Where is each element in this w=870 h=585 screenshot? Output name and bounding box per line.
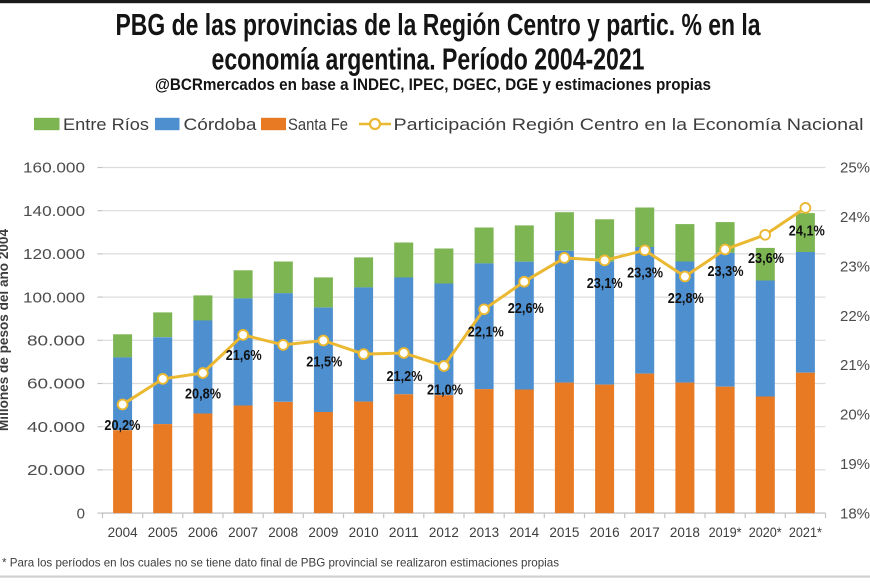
svg-text:Santa Fe: Santa Fe [288, 115, 348, 134]
svg-text:2018: 2018 [670, 524, 700, 540]
svg-text:2017: 2017 [630, 524, 660, 540]
svg-text:23,3%: 23,3% [708, 264, 744, 280]
svg-text:21,0%: 21,0% [427, 383, 463, 399]
svg-text:Millones de pesos del año 2004: Millones de pesos del año 2004 [0, 229, 11, 431]
svg-text:22,1%: 22,1% [468, 325, 504, 341]
svg-text:140.000: 140.000 [23, 203, 85, 220]
svg-text:@BCRmercados en base a INDEC,: @BCRmercados en base a INDEC, IPEC, DGEC… [155, 76, 711, 94]
svg-text:20.000: 20.000 [27, 462, 85, 479]
svg-text:120.000: 120.000 [23, 246, 85, 263]
svg-text:economía argentina. Período 20: economía argentina. Período 2004-2021 [212, 42, 645, 77]
svg-text:160.000: 160.000 [23, 160, 85, 177]
svg-text:21,6%: 21,6% [226, 348, 262, 364]
svg-text:22,8%: 22,8% [668, 291, 704, 307]
svg-text:24%: 24% [840, 209, 870, 226]
svg-text:2007: 2007 [228, 524, 258, 540]
svg-text:80.000: 80.000 [27, 333, 85, 350]
svg-text:2013: 2013 [469, 524, 499, 540]
svg-text:20%: 20% [840, 407, 870, 424]
svg-text:24,1%: 24,1% [789, 224, 825, 240]
svg-text:23%: 23% [840, 258, 870, 275]
svg-text:2006: 2006 [188, 524, 218, 540]
svg-text:22%: 22% [840, 308, 870, 325]
svg-text:21%: 21% [840, 357, 870, 374]
svg-text:2020*: 2020* [749, 524, 782, 540]
svg-text:2015: 2015 [549, 524, 579, 540]
svg-text:100.000: 100.000 [23, 289, 85, 306]
svg-text:21,5%: 21,5% [306, 355, 342, 371]
svg-text:18%: 18% [840, 505, 870, 522]
svg-text:Participación Región Centro en: Participación Región Centro en la Econom… [394, 115, 864, 134]
svg-text:2010: 2010 [349, 524, 379, 540]
svg-text:21,2%: 21,2% [387, 369, 423, 385]
svg-text:20,2%: 20,2% [104, 418, 140, 434]
svg-text:Córdoba: Córdoba [184, 115, 258, 134]
svg-text:20,8%: 20,8% [185, 387, 221, 403]
svg-text:2011: 2011 [389, 524, 419, 540]
svg-text:0: 0 [77, 505, 85, 522]
svg-text:40.000: 40.000 [27, 419, 85, 436]
svg-text:19%: 19% [840, 456, 870, 473]
svg-text:23,1%: 23,1% [587, 276, 623, 292]
svg-text:22,6%: 22,6% [508, 301, 544, 317]
svg-text:25%: 25% [840, 160, 870, 177]
svg-text:2004: 2004 [108, 524, 138, 540]
svg-text:Entre Ríos: Entre Ríos [63, 115, 149, 134]
svg-text:2021*: 2021* [789, 524, 822, 540]
svg-text:60.000: 60.000 [27, 376, 85, 393]
svg-text:2014: 2014 [509, 524, 539, 540]
svg-text:23,3%: 23,3% [627, 265, 663, 281]
svg-text:2019*: 2019* [709, 524, 742, 540]
svg-text:2016: 2016 [590, 524, 620, 540]
svg-text:2012: 2012 [429, 524, 459, 540]
svg-text:2008: 2008 [268, 524, 298, 540]
svg-text:2009: 2009 [308, 524, 338, 540]
svg-text:* Para los períodos en los cua: * Para los períodos en los cuales no se … [2, 556, 559, 570]
svg-text:PBG de las provincias de la Re: PBG de las provincias de la Región Centr… [116, 7, 762, 42]
svg-text:2005: 2005 [148, 524, 178, 540]
svg-text:23,6%: 23,6% [748, 251, 784, 267]
